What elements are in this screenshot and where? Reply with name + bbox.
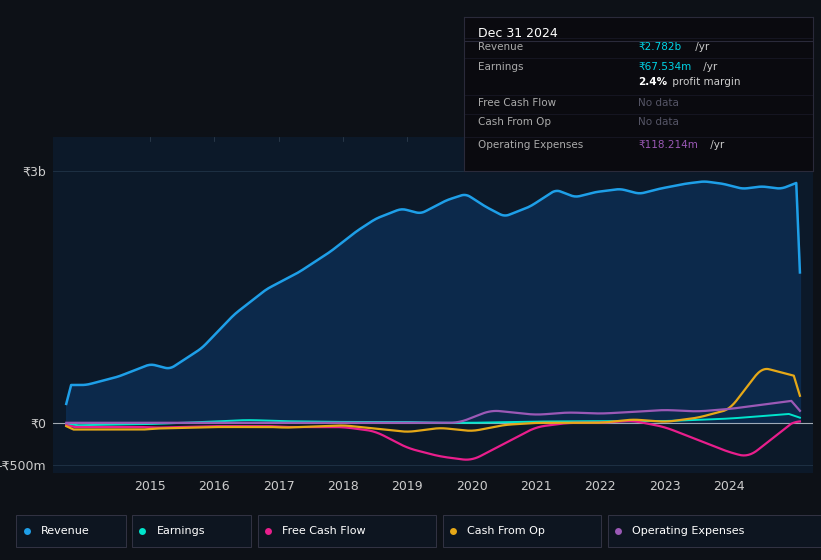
- FancyBboxPatch shape: [16, 515, 126, 547]
- Text: Revenue: Revenue: [41, 526, 89, 535]
- Text: ₹118.214m: ₹118.214m: [639, 141, 698, 151]
- Text: ₹67.534m: ₹67.534m: [639, 62, 691, 72]
- Text: Operating Expenses: Operating Expenses: [632, 526, 745, 535]
- FancyBboxPatch shape: [132, 515, 251, 547]
- Text: Free Cash Flow: Free Cash Flow: [478, 98, 556, 108]
- Text: No data: No data: [639, 117, 679, 127]
- Text: Dec 31 2024: Dec 31 2024: [478, 27, 557, 40]
- Text: Revenue: Revenue: [478, 42, 523, 52]
- Text: Earnings: Earnings: [478, 62, 523, 72]
- Text: /yr: /yr: [708, 141, 725, 151]
- Text: 2.4%: 2.4%: [639, 77, 667, 87]
- Text: Cash From Op: Cash From Op: [467, 526, 545, 535]
- FancyBboxPatch shape: [258, 515, 436, 547]
- Text: Free Cash Flow: Free Cash Flow: [282, 526, 366, 535]
- FancyBboxPatch shape: [608, 515, 821, 547]
- Text: /yr: /yr: [692, 42, 709, 52]
- Text: Operating Expenses: Operating Expenses: [478, 141, 583, 151]
- FancyBboxPatch shape: [443, 515, 601, 547]
- Text: profit margin: profit margin: [669, 77, 741, 87]
- Text: ₹2.782b: ₹2.782b: [639, 42, 681, 52]
- Text: No data: No data: [639, 98, 679, 108]
- Text: Earnings: Earnings: [157, 526, 205, 535]
- Text: /yr: /yr: [699, 62, 717, 72]
- Text: Cash From Op: Cash From Op: [478, 117, 551, 127]
